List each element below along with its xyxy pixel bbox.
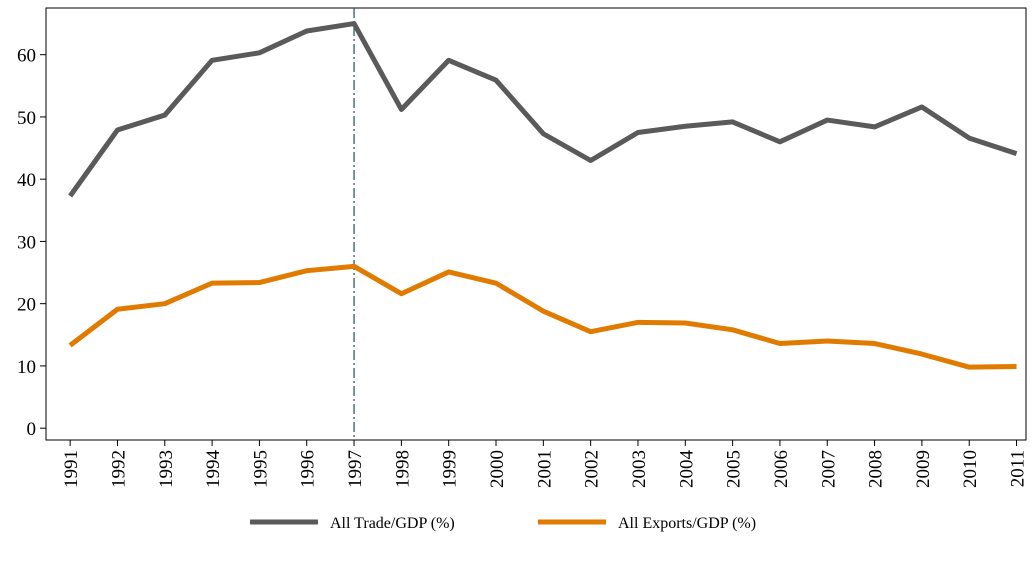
x-tick-label: 1998: [392, 450, 413, 488]
x-tick-label: 1996: [298, 450, 319, 488]
y-tick-label: 10: [17, 357, 36, 378]
legend-label: All Exports/GDP (%): [618, 515, 756, 532]
x-tick-label: 2004: [676, 450, 697, 489]
y-tick-label: 30: [17, 232, 36, 253]
x-tick-label: 1999: [440, 450, 461, 488]
x-tick-label: 1994: [203, 450, 224, 489]
x-tick-label: 1995: [250, 450, 271, 488]
x-tick-label: 2000: [487, 450, 508, 488]
y-tick-label: 40: [17, 170, 36, 191]
x-tick-label: 1997: [345, 450, 366, 488]
x-tick-label: 2006: [771, 450, 792, 488]
x-tick-label: 2007: [818, 450, 839, 488]
x-tick-label: 1992: [108, 450, 129, 488]
x-tick-label: 1993: [156, 450, 177, 488]
x-tick-label: 2005: [724, 450, 745, 488]
x-tick-label: 2011: [1008, 450, 1029, 487]
y-tick-label: 0: [27, 419, 37, 440]
y-tick-label: 50: [17, 108, 36, 129]
data-line: [68, 21, 1018, 198]
legend-label: All Trade/GDP (%): [330, 515, 455, 532]
x-tick-label: 2010: [960, 450, 981, 488]
data-line: [68, 263, 1017, 370]
x-tick-label: 2009: [913, 450, 934, 488]
x-tick-label: 2001: [534, 450, 555, 488]
plot-frame: [45, 7, 1027, 441]
x-tick-label: 2008: [866, 450, 887, 488]
legend: All Trade/GDP (%) All Exports/GDP (%): [250, 515, 756, 532]
y-tick-label: 60: [17, 46, 36, 67]
y-tick-label: 20: [17, 295, 36, 316]
x-tick-label: 2002: [582, 450, 603, 488]
x-tick-label: 1991: [61, 450, 82, 488]
x-tick-label: 2003: [629, 450, 650, 488]
